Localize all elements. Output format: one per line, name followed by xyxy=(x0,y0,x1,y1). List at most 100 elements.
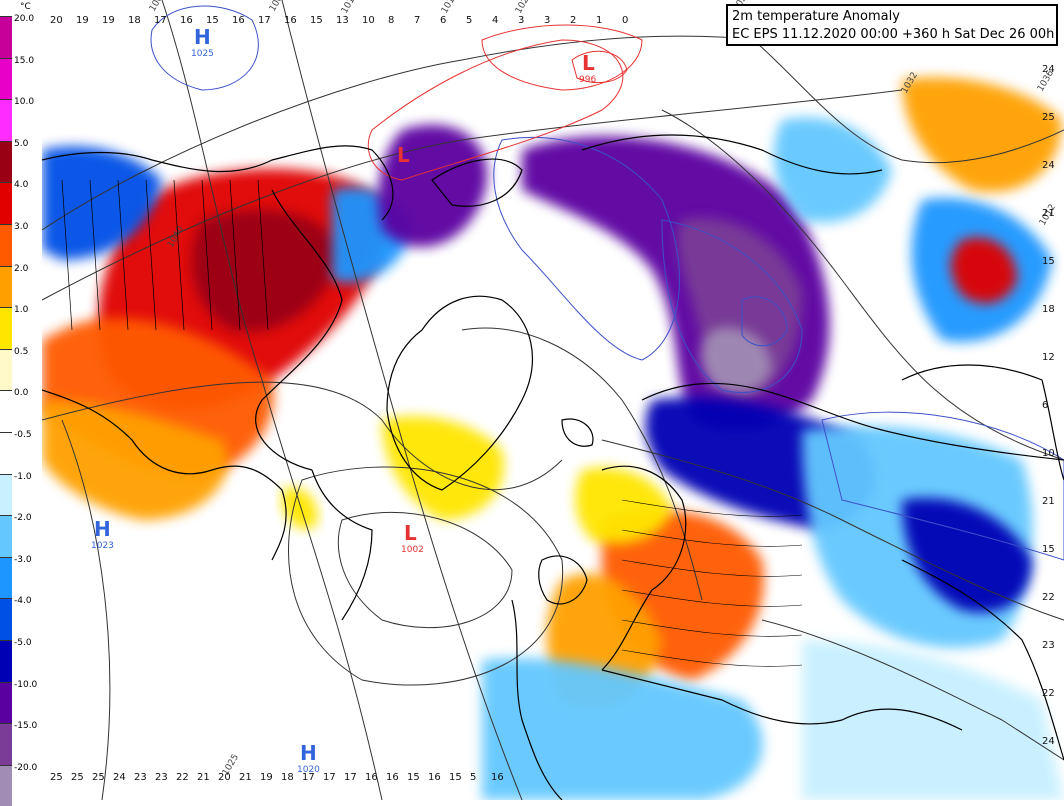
isobar-label: 1024 xyxy=(514,0,534,16)
legend-swatch xyxy=(0,432,12,474)
legend-label: -4.0 xyxy=(14,596,32,607)
isobar-line xyxy=(741,296,788,347)
border-line xyxy=(229,179,241,331)
coastline xyxy=(41,389,287,561)
legend-label: 10.0 xyxy=(14,97,35,108)
grid-value: 18 xyxy=(1042,304,1055,315)
grid-value: 16 xyxy=(232,15,245,26)
anomaly-area xyxy=(378,124,488,247)
pressure-center-letter: H xyxy=(194,25,211,49)
coastlines xyxy=(41,134,1064,801)
grid-value: 8 xyxy=(388,15,394,26)
grid-value: 25 xyxy=(71,772,84,783)
grid-value: 19 xyxy=(76,15,89,26)
grid-value: 12 xyxy=(1042,352,1055,363)
legend-swatch xyxy=(0,515,12,557)
isobar-line xyxy=(41,89,903,301)
legend-label: -5.0 xyxy=(14,638,32,648)
border-line xyxy=(621,589,803,607)
coastline xyxy=(581,134,883,175)
border-line xyxy=(621,529,803,547)
grid-value: 5 xyxy=(470,772,476,783)
isobar-label: 1016 xyxy=(440,0,460,16)
legend-swatch xyxy=(0,99,12,141)
legend-swatch xyxy=(0,265,12,308)
legend-unit: °C xyxy=(20,2,31,12)
isobar-line xyxy=(821,411,1064,561)
isobar-line xyxy=(741,29,1064,164)
legend-label: 20.0 xyxy=(14,14,35,24)
grid-value: 17 xyxy=(258,15,271,26)
legend-swatch xyxy=(0,556,12,599)
grid-value: 7 xyxy=(414,15,420,26)
grid-value: 4 xyxy=(492,15,498,26)
legend-swatch xyxy=(0,16,12,58)
border-line xyxy=(145,179,157,331)
grid-value: 22 xyxy=(176,772,189,783)
grid-value: 16 xyxy=(428,772,441,783)
grid-value: 22 xyxy=(1042,688,1055,699)
grid-value: 17 xyxy=(344,772,357,783)
legend-swatch xyxy=(0,723,12,765)
legend-swatch xyxy=(0,473,12,516)
legend-swatch xyxy=(0,307,12,349)
coastline xyxy=(901,559,1064,761)
grid-value: 17 xyxy=(323,772,336,783)
legend-swatch xyxy=(0,140,12,183)
grid-value: 20 xyxy=(50,15,63,26)
grid-value: 25 xyxy=(50,772,63,783)
legend-swatch xyxy=(0,224,12,266)
coastline xyxy=(561,418,594,447)
anomaly-area xyxy=(902,77,1062,192)
grid-value: 19 xyxy=(102,15,115,26)
legend-label: 4.0 xyxy=(14,180,29,191)
legend-label: 0.5 xyxy=(14,346,29,357)
grid-value: 21 xyxy=(239,772,252,783)
pressure-center-value: 1025 xyxy=(191,49,214,59)
legend-label: 3.0 xyxy=(14,222,29,232)
border-line xyxy=(173,179,185,331)
pressure-center: L xyxy=(397,143,410,167)
pressure-center-letter: H xyxy=(94,517,111,541)
isobar-line xyxy=(461,327,703,601)
border-line xyxy=(621,649,803,667)
isobar-line xyxy=(337,511,513,629)
anomaly-area xyxy=(482,658,763,800)
grid-value: 21 xyxy=(197,772,210,783)
grid-value: 10 xyxy=(362,15,375,26)
coastline xyxy=(538,555,588,605)
anomaly-area xyxy=(192,210,342,332)
legend-label: -10.0 xyxy=(14,679,38,690)
isobar-line xyxy=(761,619,1064,761)
grid-value: 15 xyxy=(449,772,462,783)
anomaly-area xyxy=(950,237,1017,304)
pressure-center-letter: L xyxy=(582,51,595,75)
legend-swatch xyxy=(0,681,12,724)
grid-value: 15 xyxy=(1042,544,1055,555)
anomaly-fields xyxy=(42,77,1064,800)
color-legend: °C 20.0 15.0 10.0 5.0 4.0 3.0 2.0 1.0 0.5 0.0 -0.5… xyxy=(0,0,42,806)
legend-label: -3.0 xyxy=(14,554,32,565)
anomaly-area xyxy=(42,146,162,260)
legend-label: 5.0 xyxy=(14,138,29,149)
isobar-line xyxy=(367,39,624,181)
isobar-label: 1004 xyxy=(148,0,168,14)
grid-value: 24 xyxy=(1042,160,1055,171)
isobar-line xyxy=(493,137,680,361)
grid-value: 5 xyxy=(466,15,472,26)
grid-value: 3 xyxy=(544,15,550,26)
pressure-center-letter: H xyxy=(300,741,317,765)
legend-label: -2.0 xyxy=(14,513,32,524)
grid-value: 10 xyxy=(1042,448,1055,459)
border-line xyxy=(621,559,803,577)
legend-label: 0.0 xyxy=(14,388,29,399)
coastline xyxy=(386,295,533,491)
legend-swatch xyxy=(0,57,12,100)
grid-value: 18 xyxy=(128,15,141,26)
legend-label: 2.0 xyxy=(14,263,29,274)
grid-value: 19 xyxy=(260,772,273,783)
pressure-center-value: 996 xyxy=(579,75,596,85)
